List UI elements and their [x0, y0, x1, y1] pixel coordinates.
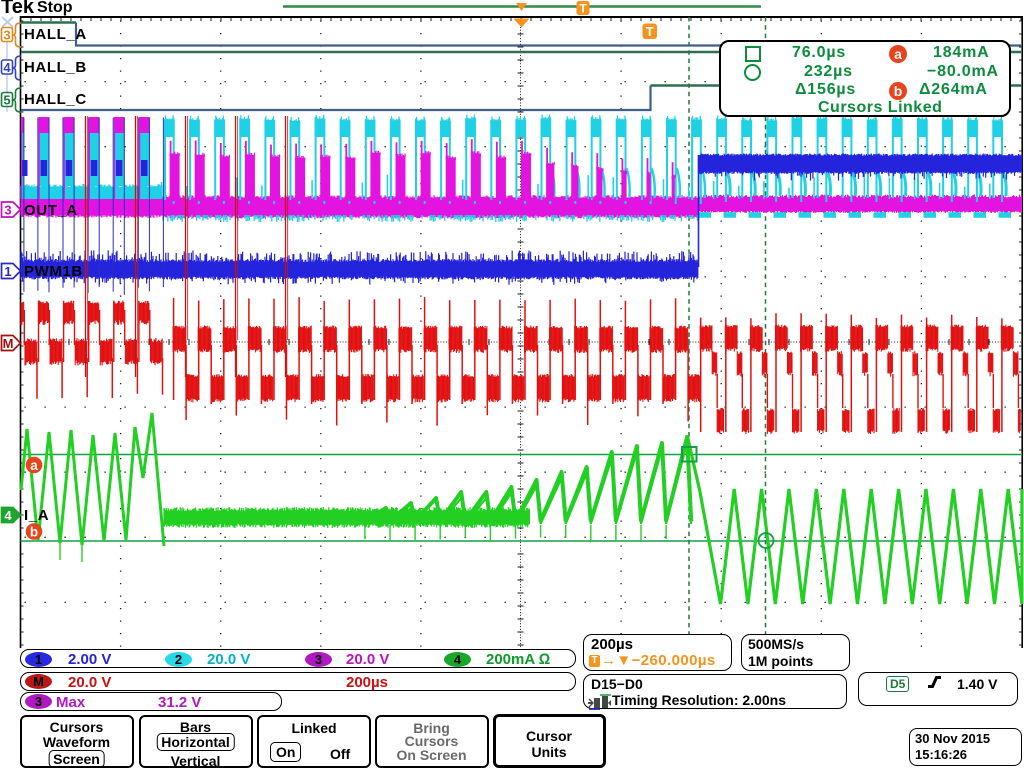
svg-text:1: 1: [4, 264, 11, 279]
svg-text:b: b: [30, 525, 38, 540]
svg-text:3: 3: [4, 203, 11, 218]
svg-text:T: T: [646, 24, 654, 39]
svg-text:4: 4: [3, 60, 11, 75]
svg-text:3: 3: [3, 28, 10, 43]
svg-text:a: a: [30, 458, 38, 473]
svg-text:5: 5: [3, 93, 10, 108]
svg-text:T: T: [579, 2, 587, 16]
svg-text:4: 4: [4, 508, 12, 523]
svg-text:M: M: [3, 336, 14, 351]
